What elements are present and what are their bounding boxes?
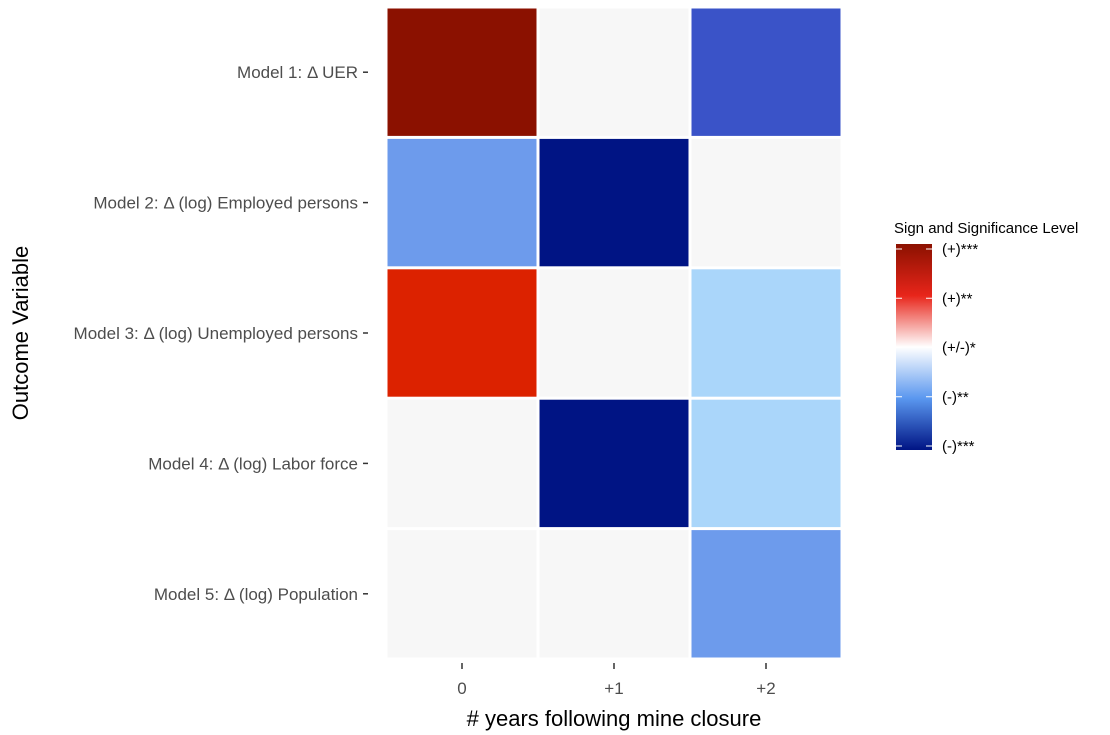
legend-label: (+/-)* [942, 340, 976, 357]
heatmap-cell [691, 8, 841, 136]
x-tick-label: 0 [457, 679, 466, 698]
y-tick-label: Model 3: Δ (log) Unemployed persons [74, 324, 358, 343]
x-axis-title: # years following mine closure [467, 706, 762, 731]
heatmap-cell [539, 138, 689, 267]
heatmap-cell [539, 269, 689, 397]
y-axis-title: Outcome Variable [8, 246, 33, 420]
heatmap-cells [387, 8, 841, 658]
heatmap-cell [691, 530, 841, 658]
heatmap-cell [539, 530, 689, 658]
legend-title: Sign and Significance Level [894, 220, 1078, 237]
heatmap-cell [691, 399, 841, 528]
heatmap-cell [387, 8, 537, 136]
x-tick-label: +1 [604, 679, 623, 698]
legend-labels: (+)*** (+)** (+/-)* (-)** (-)*** [896, 241, 978, 455]
legend: Sign and Significance Level (+)***(+)**(… [894, 220, 1078, 455]
y-tick-label: Model 2: Δ (log) Employed persons [93, 194, 358, 213]
y-tick-label: Model 1: Δ UER [237, 63, 358, 82]
heatmap-cell [387, 530, 537, 658]
y-axis: Model 1: Δ UER Model 2: Δ (log) Employed … [74, 63, 368, 604]
legend-label: (+)*** [942, 241, 978, 258]
heatmap-cell [691, 269, 841, 397]
heatmap-cell [691, 138, 841, 267]
x-axis: 0 +1 +2 [457, 663, 776, 698]
heatmap-cell [387, 269, 537, 397]
heatmap-cell [387, 399, 537, 528]
heatmap-cell [539, 8, 689, 136]
heatmap-cell [387, 138, 537, 267]
y-tick-label: Model 4: Δ (log) Labor force [148, 454, 358, 473]
y-tick-label: Model 5: Δ (log) Population [154, 585, 358, 604]
legend-label: (-)*** [942, 438, 975, 455]
heatmap-cell [539, 399, 689, 528]
legend-label: (+)** [942, 290, 973, 307]
legend-label: (-)** [942, 389, 969, 406]
x-tick-label: +2 [756, 679, 775, 698]
